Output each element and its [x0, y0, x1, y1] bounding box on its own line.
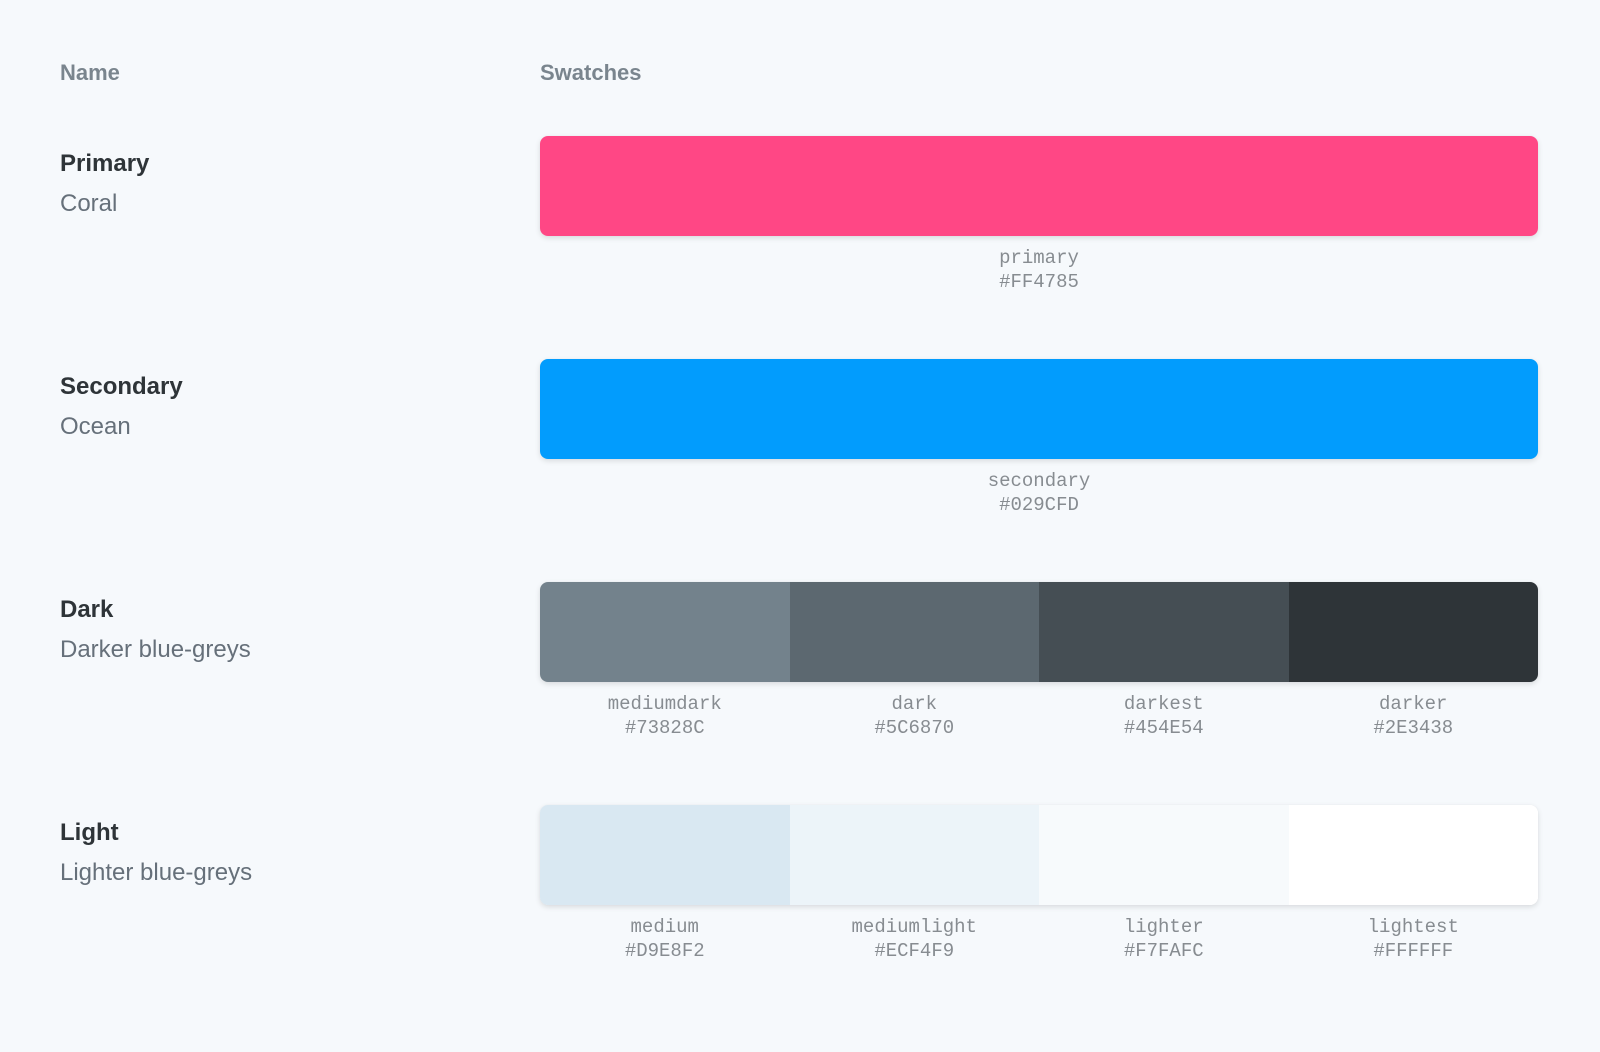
- palette-header: Name Swatches: [60, 60, 1538, 86]
- swatch-caption-secondary: secondary #029CFD: [540, 469, 1538, 517]
- palette-row-swatches: medium #D9E8F2 mediumlight #ECF4F9 lighter #F…: [540, 805, 1538, 963]
- swatch-hex-label: #FFFFFF: [1373, 940, 1454, 962]
- swatch-name-label: mediumlight: [851, 916, 977, 938]
- swatch-hex-label: #5C6870: [874, 717, 955, 739]
- swatch-bar: [540, 805, 1538, 905]
- swatch-caption-dark: dark #5C6870: [790, 692, 1040, 740]
- palette-row-subtitle: Ocean: [60, 413, 131, 440]
- swatch-name-label: secondary: [987, 470, 1091, 492]
- swatch-hex-label: #454E54: [1123, 717, 1204, 739]
- palette-row-title: Light: [60, 819, 119, 846]
- palette-row-meta: Light Lighter blue-greys: [60, 805, 540, 963]
- swatch-mediumlight: [789, 805, 1039, 905]
- palette-row-title: Secondary: [60, 373, 183, 400]
- palette-row-meta: Secondary Ocean: [60, 359, 540, 517]
- swatch-name-label: primary: [999, 247, 1079, 269]
- swatch-name-label: lightest: [1367, 916, 1459, 938]
- swatch-medium: [540, 805, 790, 905]
- swatch-caption-medium: medium #D9E8F2: [540, 915, 790, 963]
- swatch-mediumdark: [540, 582, 790, 682]
- palette-row: Secondary Ocean secondary #029CFD: [60, 359, 1538, 517]
- swatch-hex-label: #ECF4F9: [874, 940, 955, 962]
- swatch-lighter: [1039, 805, 1289, 905]
- swatch-primary: [540, 136, 1538, 236]
- palette-row-subtitle: Darker blue-greys: [60, 636, 251, 663]
- swatch-caption-lighter: lighter #F7FAFC: [1039, 915, 1289, 963]
- swatch-caption-mediumdark: mediumdark #73828C: [540, 692, 790, 740]
- palette-row-subtitle: Lighter blue-greys: [60, 859, 253, 886]
- swatch-hex-label: #73828C: [624, 717, 705, 739]
- palette-row-subtitle: Coral: [60, 190, 118, 217]
- swatch-lightest: [1288, 805, 1538, 905]
- swatch-captions: mediumdark #73828C dark #5C6870 darkest #454E…: [540, 692, 1538, 740]
- swatch-name-label: dark: [891, 693, 938, 715]
- palette-row-swatches: primary #FF4785: [540, 136, 1538, 294]
- swatch-name-label: mediumdark: [607, 693, 722, 715]
- palette-row: Light Lighter blue-greys medium #D9E8F2 me…: [60, 805, 1538, 963]
- palette-row-meta: Primary Coral: [60, 136, 540, 294]
- palette-row-title: Primary: [60, 150, 150, 177]
- swatch-caption-primary: primary #FF4785: [540, 246, 1538, 294]
- swatch-darker: [1288, 582, 1538, 682]
- palette-row-title: Dark: [60, 596, 114, 623]
- color-palette-page: Name Swatches Primary Coral primary #FF47…: [60, 60, 1538, 963]
- swatch-bar: [540, 359, 1538, 459]
- header-swatches-label: Swatches: [540, 60, 642, 85]
- swatch-caption-lightest: lightest #FFFFFF: [1289, 915, 1539, 963]
- swatch-name-label: medium: [630, 916, 699, 938]
- swatch-hex-label: #029CFD: [999, 494, 1079, 516]
- palette-rows: Primary Coral primary #FF4785 Secondary O…: [60, 136, 1538, 963]
- swatch-caption-mediumlight: mediumlight #ECF4F9: [790, 915, 1040, 963]
- swatch-secondary: [540, 359, 1538, 459]
- palette-row: Dark Darker blue-greys mediumdark #73828C…: [60, 582, 1538, 740]
- swatch-hex-label: #FF4785: [999, 271, 1079, 293]
- swatch-hex-label: #2E3438: [1373, 717, 1454, 739]
- palette-row: Primary Coral primary #FF4785: [60, 136, 1538, 294]
- palette-row-swatches: secondary #029CFD: [540, 359, 1538, 517]
- swatch-bar: [540, 136, 1538, 236]
- palette-row-meta: Dark Darker blue-greys: [60, 582, 540, 740]
- swatch-darkest: [1039, 582, 1289, 682]
- swatch-captions: secondary #029CFD: [540, 469, 1538, 517]
- swatch-dark: [789, 582, 1039, 682]
- swatch-name-label: lighter: [1123, 916, 1204, 938]
- swatch-caption-darkest: darkest #454E54: [1039, 692, 1289, 740]
- swatch-captions: primary #FF4785: [540, 246, 1538, 294]
- header-name-label: Name: [60, 60, 120, 85]
- swatch-caption-darker: darker #2E3438: [1289, 692, 1539, 740]
- swatch-hex-label: #F7FAFC: [1123, 940, 1204, 962]
- swatch-captions: medium #D9E8F2 mediumlight #ECF4F9 lighter #F…: [540, 915, 1538, 963]
- swatch-hex-label: #D9E8F2: [624, 940, 705, 962]
- swatch-bar: [540, 582, 1538, 682]
- swatch-name-label: darker: [1379, 693, 1448, 715]
- swatch-name-label: darkest: [1123, 693, 1204, 715]
- palette-row-swatches: mediumdark #73828C dark #5C6870 darkest #454E…: [540, 582, 1538, 740]
